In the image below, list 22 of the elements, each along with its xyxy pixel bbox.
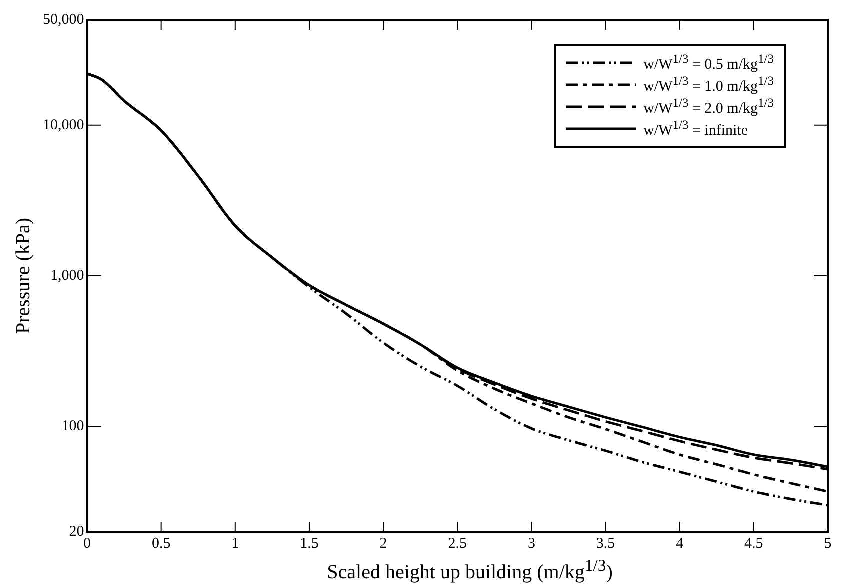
y-tick-label: 100 [62,418,84,435]
x-tick-label: 3 [528,536,536,552]
legend-label: w/W$^{1/3}$ = 1.0 m/kg$^{1/3}$ [644,74,774,96]
x-tick-label: 1.5 [300,536,319,552]
x-tick-label: 1 [232,536,240,552]
x-axis-title: Scaled height up building (m/kg$^{1/3}$) [326,556,614,585]
x-tick-label: 2.5 [448,536,467,552]
y-tick-label: 10,000 [43,117,84,134]
y-axis-title: Pressure (kPa) [12,218,34,334]
x-tick-label: 4.5 [744,536,764,552]
legend-label: w/W$^{1/3}$ = infinite [644,118,748,140]
y-tick-label: 1,000 [50,268,84,284]
x-tick-label: 5 [824,536,832,552]
x-tick-label: 2 [380,536,388,552]
y-tick-label: 20 [69,524,84,540]
x-tick-label: 4 [676,536,684,552]
x-tick-label: 3.5 [596,536,616,552]
x-tick-label: 0.5 [152,536,171,552]
y-tick-label: 50,000 [43,12,84,28]
legend-label: w/W$^{1/3}$ = 2.0 m/kg$^{1/3}$ [644,96,774,118]
x-tick-label: 0 [84,536,91,552]
legend-label: w/W$^{1/3}$ = 0.5 m/kg$^{1/3}$ [644,52,774,74]
